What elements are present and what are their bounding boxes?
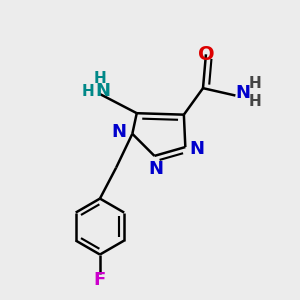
Text: H: H <box>249 94 262 109</box>
Text: H: H <box>82 84 94 99</box>
Text: H: H <box>94 71 106 86</box>
Text: F: F <box>94 271 106 289</box>
Text: N: N <box>235 84 250 102</box>
Text: N: N <box>112 123 127 141</box>
Text: H: H <box>248 76 261 91</box>
Text: N: N <box>148 160 164 178</box>
Text: N: N <box>190 140 205 158</box>
Text: N: N <box>95 82 110 100</box>
Text: O: O <box>198 45 214 64</box>
